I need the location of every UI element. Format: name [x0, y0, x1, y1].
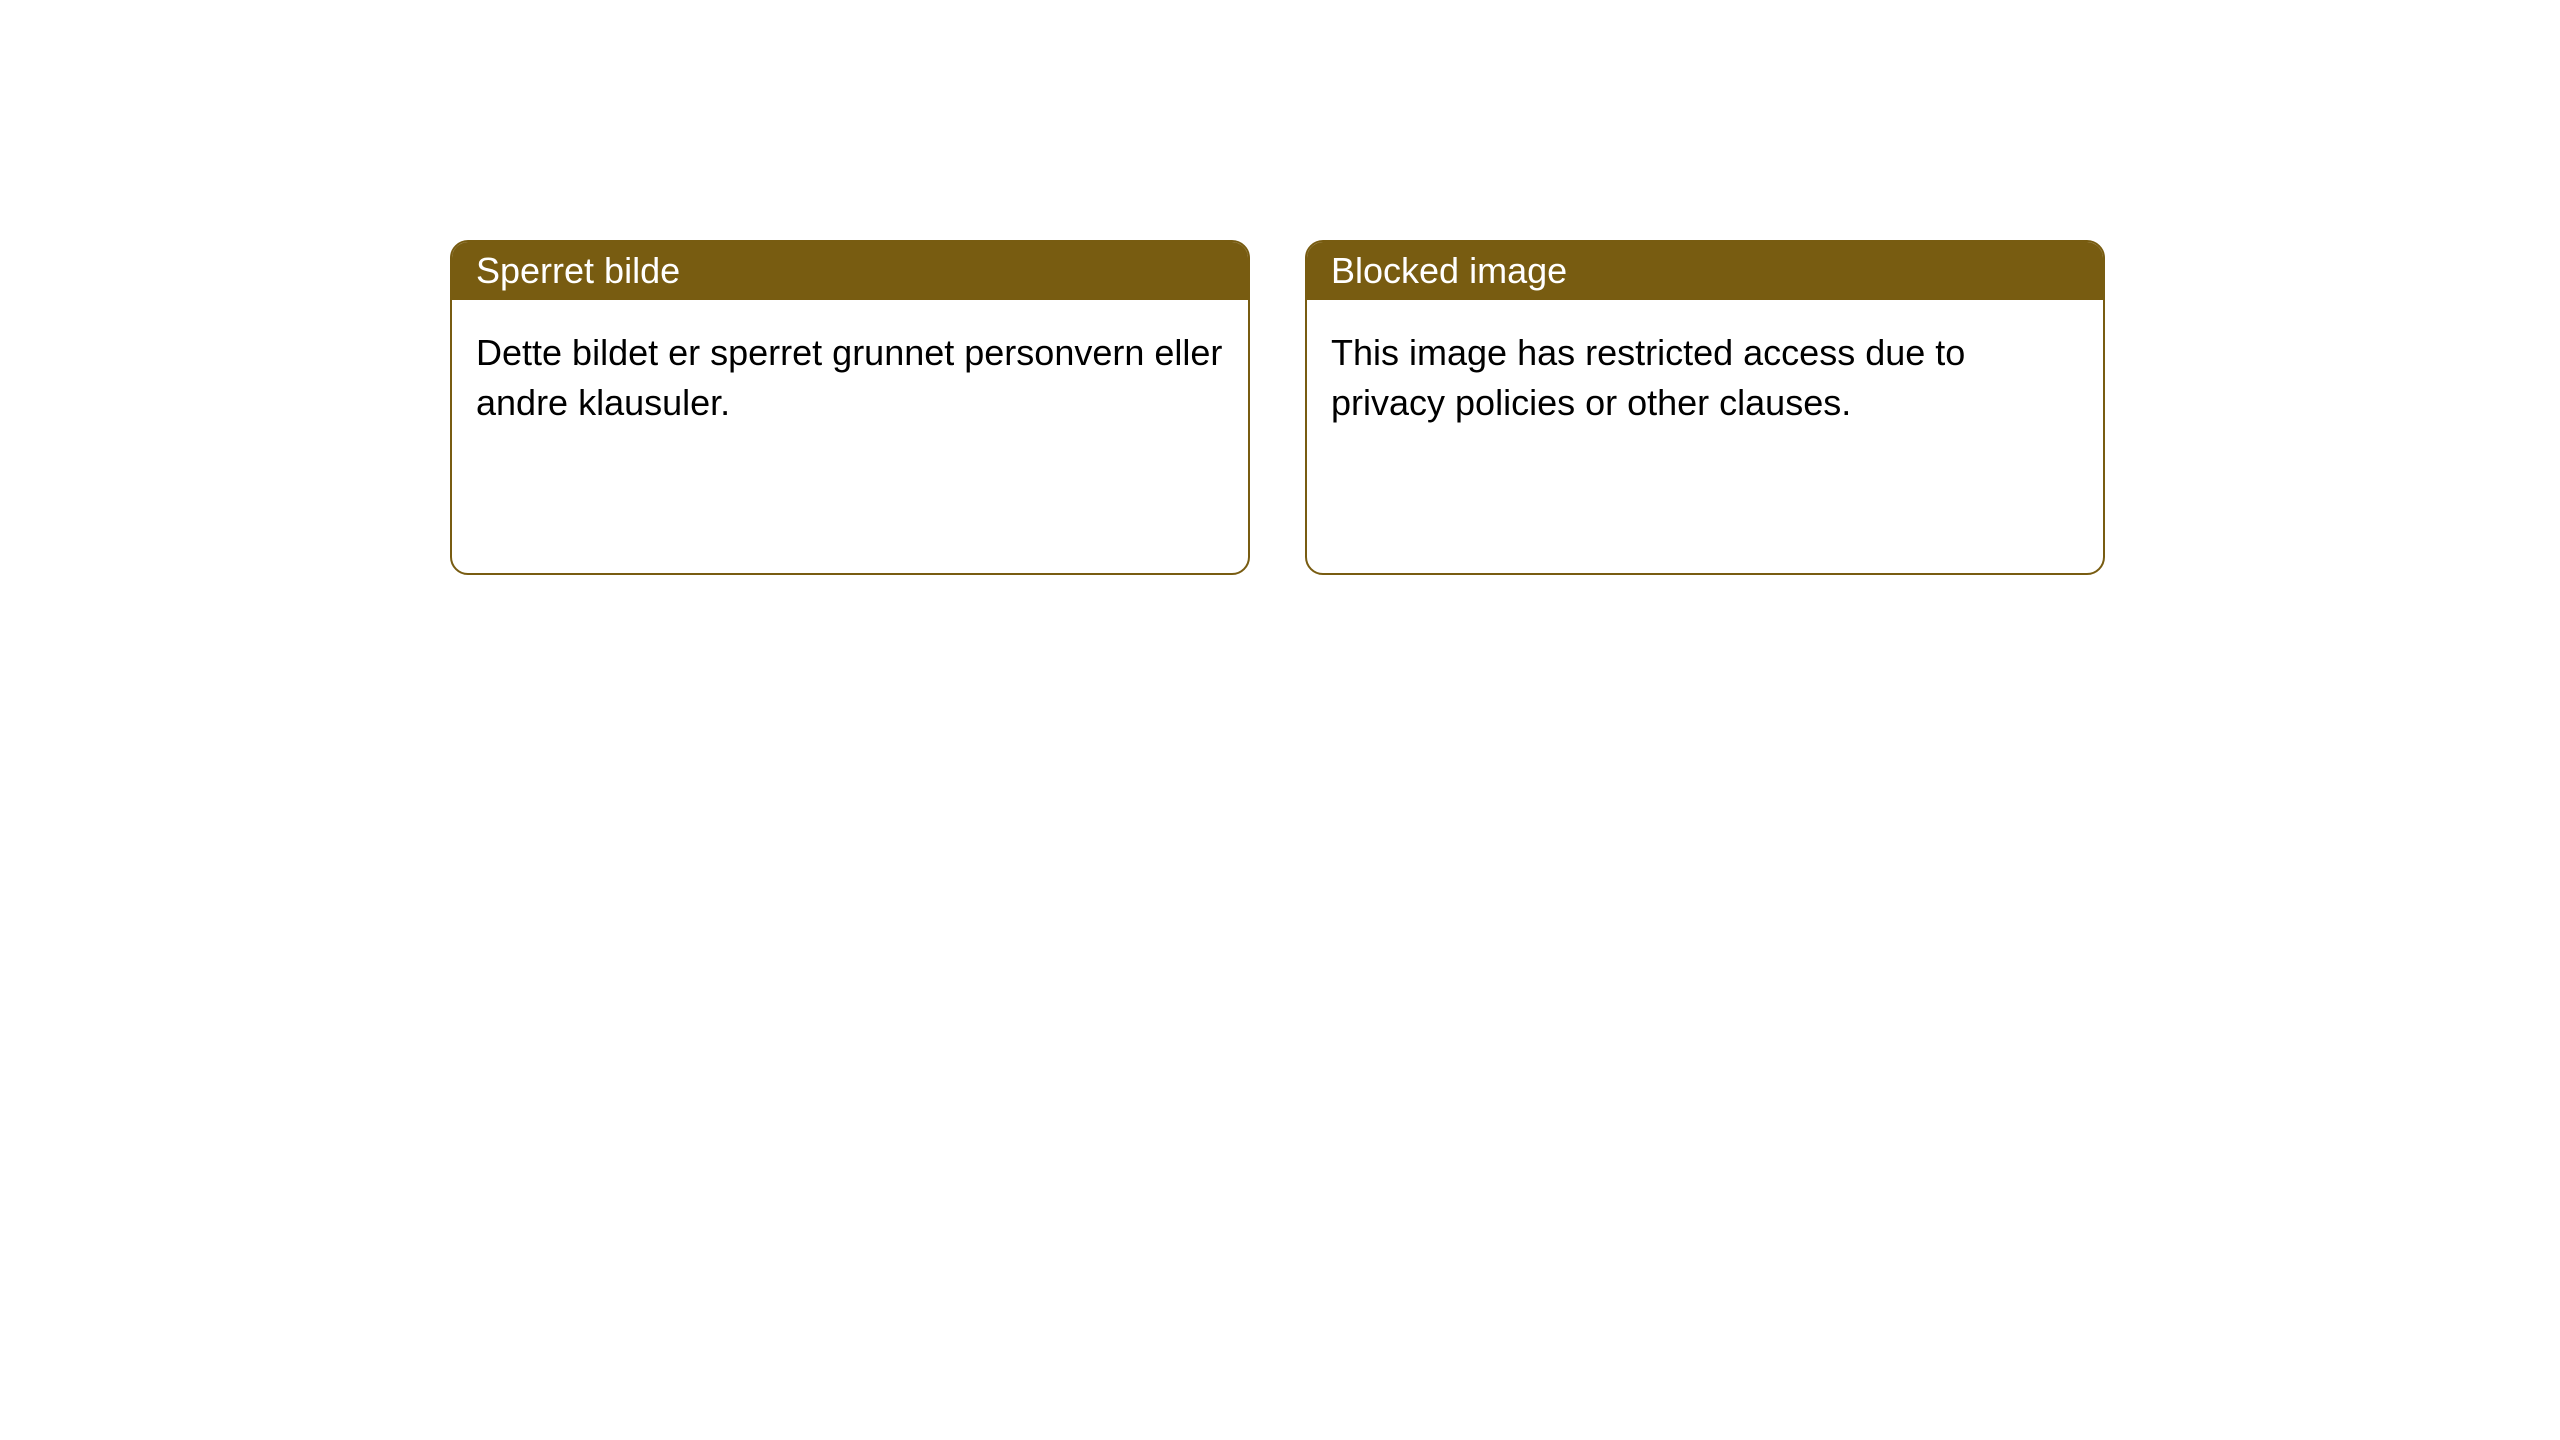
- notice-cards-container: Sperret bilde Dette bildet er sperret gr…: [450, 240, 2105, 575]
- card-header: Sperret bilde: [452, 242, 1248, 300]
- card-header: Blocked image: [1307, 242, 2103, 300]
- card-title: Blocked image: [1331, 250, 1567, 292]
- card-body-text: This image has restricted access due to …: [1331, 332, 1965, 423]
- notice-card-norwegian: Sperret bilde Dette bildet er sperret gr…: [450, 240, 1250, 575]
- card-body: Dette bildet er sperret grunnet personve…: [452, 300, 1248, 457]
- card-body-text: Dette bildet er sperret grunnet personve…: [476, 332, 1222, 423]
- card-title: Sperret bilde: [476, 250, 680, 292]
- notice-card-english: Blocked image This image has restricted …: [1305, 240, 2105, 575]
- card-body: This image has restricted access due to …: [1307, 300, 2103, 457]
